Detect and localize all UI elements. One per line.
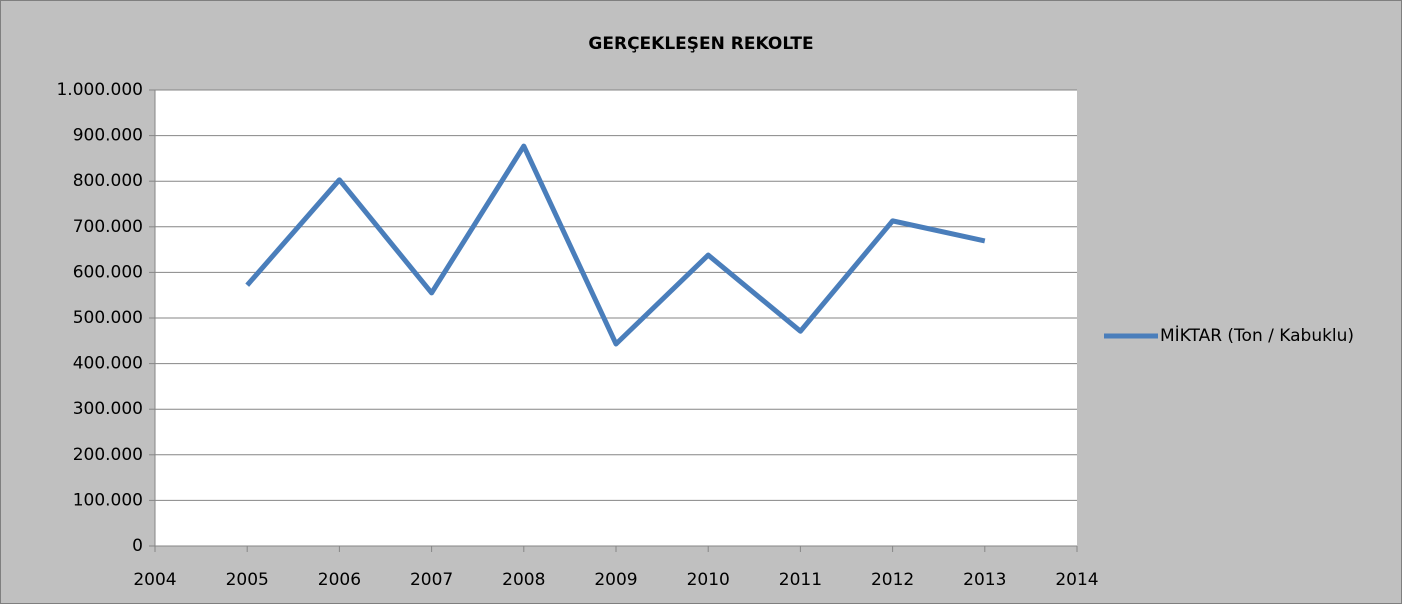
y-tick-label: 1.000.000 xyxy=(56,80,143,100)
x-tick-label: 2013 xyxy=(963,570,1006,590)
x-tick-label: 2008 xyxy=(502,570,545,590)
x-tick-label: 2005 xyxy=(226,570,269,590)
legend-label: MİKTAR (Ton / Kabuklu) xyxy=(1160,325,1354,346)
y-tick-label: 200.000 xyxy=(73,445,143,465)
y-tick-label: 0 xyxy=(132,536,143,556)
y-tick-label: 400.000 xyxy=(73,354,143,374)
y-tick-label: 700.000 xyxy=(73,217,143,237)
y-tick-label: 300.000 xyxy=(73,399,143,419)
data-line xyxy=(245,143,986,347)
x-tick-label: 2006 xyxy=(318,570,361,590)
y-tick-label: 800.000 xyxy=(73,171,143,191)
chart-title: GERÇEKLEŞEN REKOLTE xyxy=(588,34,813,54)
y-tick-label: 100.000 xyxy=(73,490,143,510)
x-tick-label: 2012 xyxy=(871,570,914,590)
x-tick-label: 2011 xyxy=(779,570,822,590)
y-tick-label: 900.000 xyxy=(73,126,143,146)
y-tick-label: 500.000 xyxy=(73,308,143,328)
x-tick-label: 2009 xyxy=(594,570,637,590)
x-tick-label: 2007 xyxy=(410,570,453,590)
y-tick-label: 600.000 xyxy=(73,262,143,282)
x-tick-label: 2014 xyxy=(1055,570,1098,590)
x-tick-label: 2004 xyxy=(133,570,176,590)
x-tick-label: 2010 xyxy=(687,570,730,590)
